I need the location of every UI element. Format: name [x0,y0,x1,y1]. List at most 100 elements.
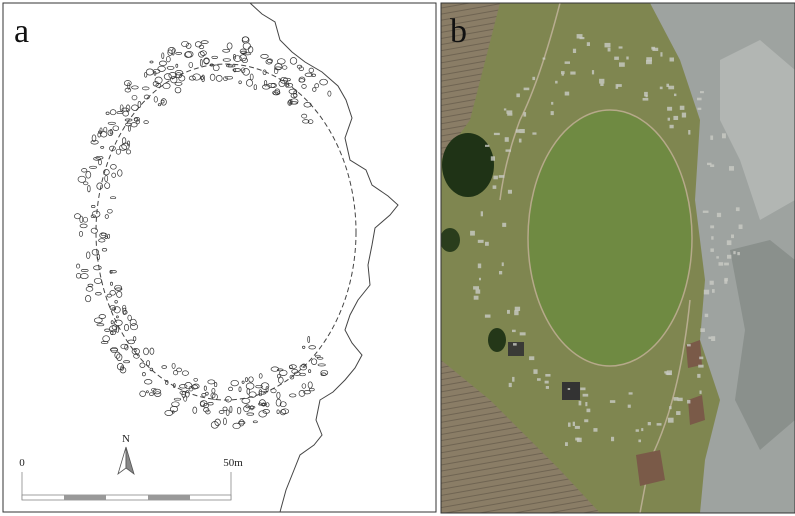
stone [629,392,633,394]
stone [585,402,587,406]
stone [545,381,549,384]
scale-start: 0 [19,457,25,469]
stone [727,255,731,259]
stone [733,251,735,254]
stone [605,43,611,48]
stone [724,279,727,283]
tree [488,328,506,352]
stone [473,286,479,289]
tree [440,228,460,252]
stone [680,106,685,110]
stone [579,401,582,406]
stone [555,81,558,84]
stone [668,418,674,423]
stone [512,377,514,382]
stone [532,77,535,80]
stone [626,57,628,60]
stone [674,397,679,401]
stone [698,108,702,110]
north-label: N [122,433,130,445]
enclosure-field [528,110,692,366]
stone [614,57,619,60]
stone [610,400,615,403]
stone [580,37,585,39]
tree [442,133,494,197]
stone [543,58,546,60]
panel-b [440,3,795,513]
stone [657,423,662,426]
stone [729,166,734,171]
stone [638,440,641,443]
stone [551,102,553,105]
stone [643,98,649,101]
stone [523,112,526,117]
stone [593,428,597,432]
stone [532,132,536,134]
stone [508,190,512,194]
stone [668,86,674,90]
stone [608,48,611,52]
stone [505,137,509,142]
stone [565,92,570,96]
stone [724,263,729,266]
panel-label: b [450,13,467,50]
stone [506,149,512,151]
stone [707,163,712,165]
scale-segment [64,495,106,500]
stone [700,391,702,394]
stone [700,328,705,332]
stone [479,278,481,281]
stone [722,133,726,138]
stone [570,72,575,75]
stone [573,49,576,53]
stone [676,411,680,415]
stone [568,388,570,390]
stone [668,118,670,121]
stone [710,136,713,140]
stone [687,400,690,404]
stone [493,185,497,189]
stone [688,130,690,135]
stone [502,262,504,266]
stone [514,310,518,315]
stone [499,271,502,274]
stone [533,369,537,374]
stone [616,84,619,89]
stone [719,262,724,266]
stone [529,356,534,360]
stone [670,125,674,129]
stone [592,70,594,74]
stone [485,242,489,246]
stone [698,365,703,368]
stone [470,231,475,236]
stone [491,156,495,160]
stone [716,256,719,258]
stone [619,62,625,66]
stone [481,211,483,216]
scale-end: 50m [223,457,243,469]
stone [703,211,709,213]
stone [516,129,520,133]
stone [636,429,639,432]
stone [506,110,512,113]
stone [474,296,479,300]
stone [646,57,652,61]
stone [575,438,579,441]
stone [669,406,671,409]
stone [711,236,713,240]
figure: a N 0 50m [0,0,795,516]
stone [710,225,714,228]
scale-body [22,495,231,500]
stone [485,315,491,318]
stone [700,91,704,93]
stone [507,310,510,314]
stone [704,290,709,295]
stone [568,423,571,427]
stone [618,84,622,87]
stone [600,84,603,87]
stone [666,84,669,87]
stone [619,46,623,48]
excavation [636,450,665,486]
stone [670,58,675,62]
stone [551,111,554,115]
